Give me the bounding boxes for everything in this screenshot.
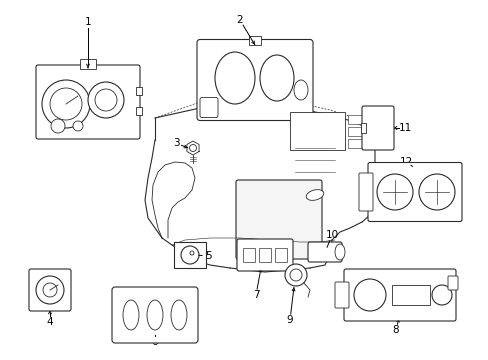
Bar <box>274 248 286 262</box>
Bar <box>259 248 270 262</box>
Circle shape <box>73 121 83 131</box>
Text: 7: 7 <box>252 290 259 300</box>
Bar <box>174 242 205 268</box>
FancyBboxPatch shape <box>29 269 71 311</box>
Text: 9: 9 <box>286 315 293 325</box>
Circle shape <box>95 89 117 111</box>
Circle shape <box>181 246 199 264</box>
FancyBboxPatch shape <box>334 282 348 308</box>
Bar <box>136 87 142 95</box>
Ellipse shape <box>147 300 163 330</box>
Text: 11: 11 <box>398 123 411 133</box>
Ellipse shape <box>334 244 345 260</box>
Text: 6: 6 <box>151 337 158 347</box>
Bar <box>248 36 261 45</box>
FancyBboxPatch shape <box>358 173 372 211</box>
Bar <box>80 59 96 69</box>
FancyBboxPatch shape <box>112 287 198 343</box>
Circle shape <box>376 174 412 210</box>
Circle shape <box>42 80 90 128</box>
Text: 2: 2 <box>236 15 243 25</box>
Circle shape <box>88 82 124 118</box>
Circle shape <box>36 276 64 304</box>
FancyBboxPatch shape <box>343 269 455 321</box>
Circle shape <box>353 279 385 311</box>
Ellipse shape <box>123 300 139 330</box>
Text: 10: 10 <box>325 230 338 240</box>
Circle shape <box>418 174 454 210</box>
Bar <box>360 123 365 133</box>
FancyBboxPatch shape <box>447 276 457 290</box>
Bar <box>136 107 142 115</box>
Bar <box>347 139 365 148</box>
FancyBboxPatch shape <box>237 239 292 271</box>
Ellipse shape <box>171 300 186 330</box>
Text: 8: 8 <box>392 325 399 335</box>
FancyBboxPatch shape <box>36 65 140 139</box>
Circle shape <box>51 119 65 133</box>
Ellipse shape <box>215 52 254 104</box>
Text: 3: 3 <box>172 138 179 148</box>
Bar <box>347 127 365 136</box>
FancyBboxPatch shape <box>361 106 393 150</box>
FancyBboxPatch shape <box>236 180 321 259</box>
Bar <box>289 112 345 150</box>
FancyBboxPatch shape <box>200 98 218 117</box>
Text: 4: 4 <box>46 317 53 327</box>
FancyBboxPatch shape <box>367 162 461 221</box>
Circle shape <box>190 251 194 255</box>
Text: 1: 1 <box>84 17 91 27</box>
Circle shape <box>189 144 196 152</box>
Bar <box>243 248 254 262</box>
Ellipse shape <box>305 190 323 201</box>
Ellipse shape <box>293 80 307 100</box>
Bar <box>391 285 429 305</box>
Text: 12: 12 <box>399 157 412 167</box>
Circle shape <box>285 264 306 286</box>
Ellipse shape <box>260 55 293 101</box>
Circle shape <box>43 283 57 297</box>
Circle shape <box>289 269 302 281</box>
FancyBboxPatch shape <box>307 242 341 262</box>
Bar <box>347 115 365 124</box>
Circle shape <box>431 285 451 305</box>
Circle shape <box>50 88 82 120</box>
Text: 5: 5 <box>204 251 211 261</box>
FancyBboxPatch shape <box>197 40 312 121</box>
